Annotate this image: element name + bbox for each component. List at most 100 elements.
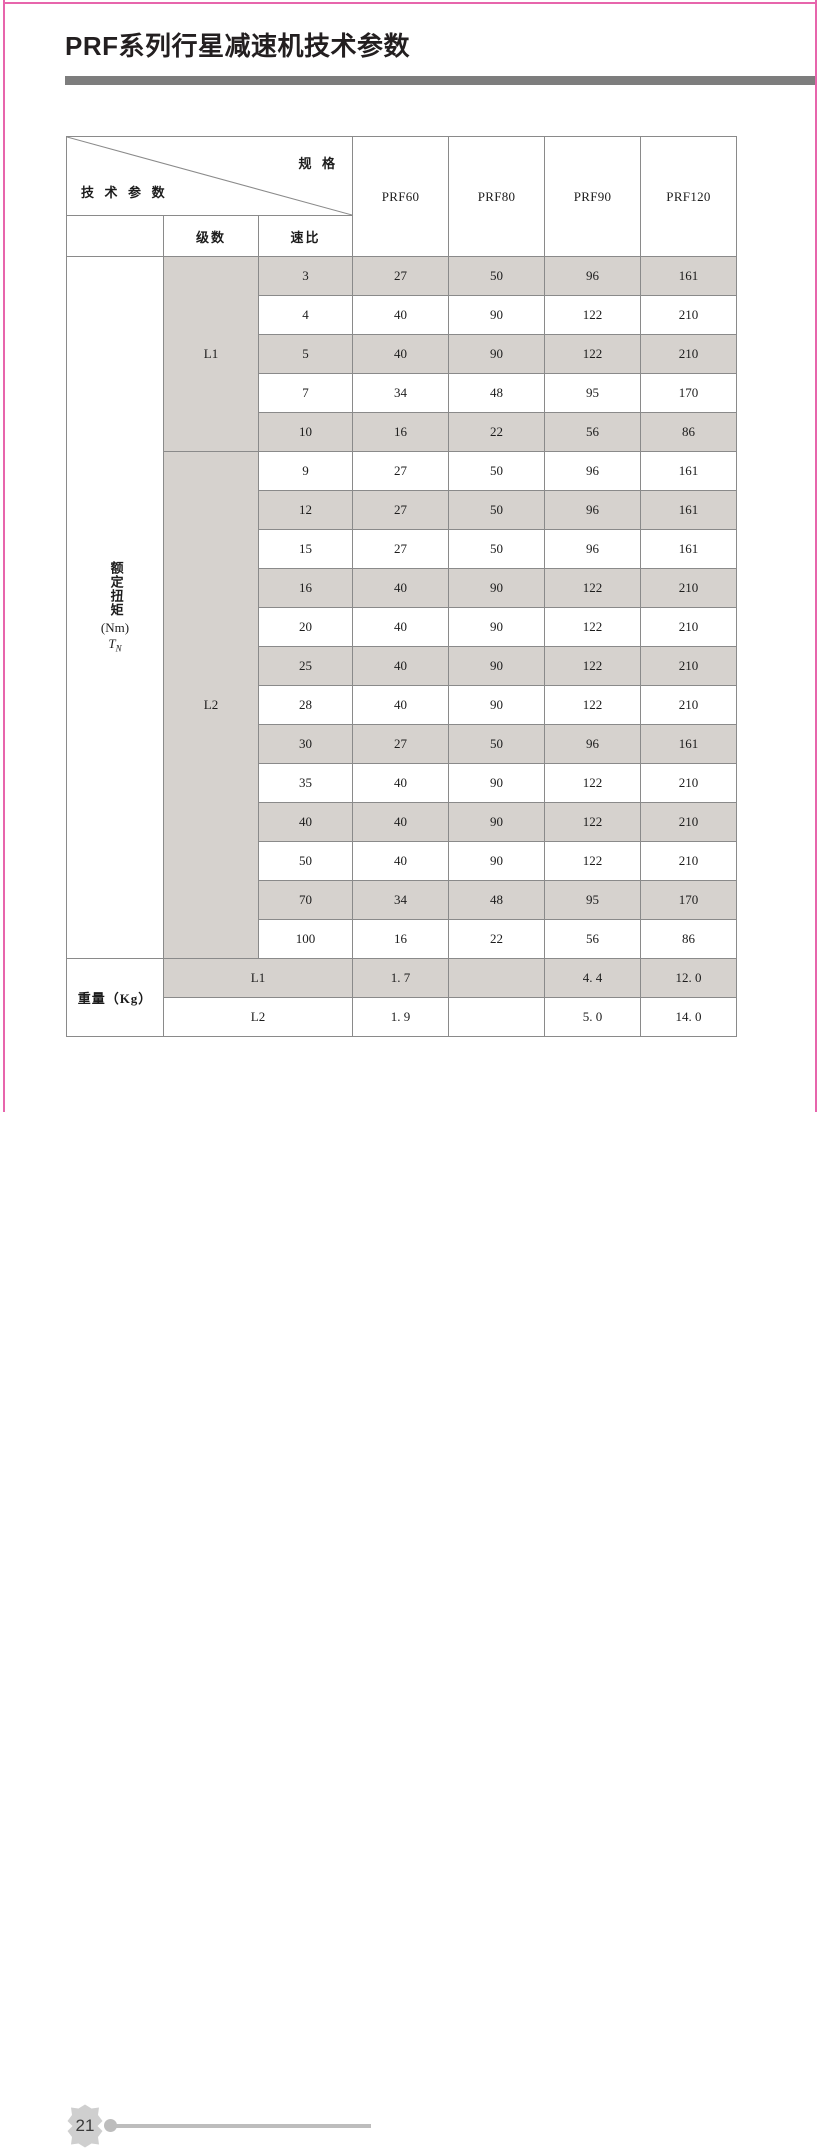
ratio-cell: 40 (257, 802, 354, 842)
torque-value-cell: 56 (544, 919, 642, 959)
table-subheader-row: 级数 速比 (66, 215, 737, 257)
torque-value-cell: 161 (640, 490, 738, 530)
torque-value-cell: 16 (352, 412, 450, 452)
rated-torque-symbol: TN (108, 636, 122, 654)
torque-value-cell: 210 (640, 841, 738, 881)
torque-value-cell: 161 (640, 724, 738, 764)
table-row: 35 40 90 122 210 (67, 763, 738, 803)
torque-value-cell: 50 (448, 529, 546, 569)
page-border-right (815, 0, 817, 1112)
torque-value-cell: 210 (640, 763, 738, 803)
torque-value-cell: 122 (544, 841, 642, 881)
weight-value-cell (448, 997, 546, 1037)
ratio-cell: 5 (257, 334, 354, 374)
torque-value-cell: 210 (640, 685, 738, 725)
torque-value-cell: 40 (352, 841, 450, 881)
torque-value-cell: 122 (544, 763, 642, 803)
table-row: 额定扭矩 (Nm) TN L1 3 27 50 96 161 (66, 256, 738, 959)
torque-value-cell: 90 (448, 607, 546, 647)
ratio-cell: 10 (257, 412, 354, 452)
torque-value-cell: 27 (352, 724, 450, 764)
torque-value-cell: 48 (448, 373, 546, 413)
weight-stage-cell: L2 (162, 997, 354, 1037)
ratio-cell: 50 (257, 841, 354, 881)
weight-value-cell: 5. 0 (544, 997, 642, 1037)
model-column-header: PRF80 (448, 136, 546, 257)
torque-value-cell: 210 (640, 334, 738, 374)
torque-value-cell: 22 (448, 412, 546, 452)
torque-value-cell: 96 (544, 256, 642, 296)
torque-value-cell: 122 (544, 685, 642, 725)
weight-value-cell: 1. 7 (352, 958, 450, 998)
footer-rule (114, 2124, 371, 2128)
torque-value-cell: 86 (640, 919, 738, 959)
torque-value-cell: 90 (448, 841, 546, 881)
torque-value-cell: 210 (640, 295, 738, 335)
model-column-header: PRF60 (352, 136, 450, 257)
torque-value-cell: 50 (448, 490, 546, 530)
stage-group-cell: L2 (163, 451, 259, 959)
table-row: 30 27 50 96 161 (67, 724, 738, 764)
torque-value-cell: 210 (640, 568, 738, 608)
table-row: 50 40 90 122 210 (67, 841, 738, 881)
weight-row: 重量（Kg） L1 1. 7 4. 4 12. 0 (66, 958, 738, 1037)
page-footer: 21 (0, 1048, 820, 2148)
torque-value-cell: 40 (352, 295, 450, 335)
torque-value-cell: 22 (448, 919, 546, 959)
torque-value-cell: 210 (640, 802, 738, 842)
torque-value-cell: 122 (544, 646, 642, 686)
ratio-cell: 20 (257, 607, 354, 647)
ratio-cell: 30 (257, 724, 354, 764)
table-row: 16 40 90 122 210 (67, 568, 738, 608)
stage-group-cell: L1 (163, 256, 259, 452)
torque-value-cell: 122 (544, 802, 642, 842)
torque-value-cell: 122 (544, 295, 642, 335)
page-number-badge: 21 (62, 2103, 108, 2149)
torque-value-cell: 96 (544, 529, 642, 569)
subheader-blank-cell (66, 215, 164, 257)
ratio-cell: 3 (257, 256, 354, 296)
ratio-cell: 25 (257, 646, 354, 686)
torque-value-cell: 34 (352, 373, 450, 413)
rated-torque-label: 额定扭矩 (Nm) TN (66, 256, 164, 959)
table-row: 70 34 48 95 170 (67, 880, 738, 920)
ratio-cell: 70 (257, 880, 354, 920)
weight-value-cell: 12. 0 (640, 958, 738, 998)
table-header-row: 规 格技 术 参 数 PRF60 PRF80 PRF90 PRF120 (65, 136, 738, 257)
page-title: PRF系列行星减速机技术参数 (65, 31, 411, 61)
title-divider-rule (65, 76, 815, 85)
ratio-cell: 4 (257, 295, 354, 335)
torque-value-cell: 90 (448, 685, 546, 725)
torque-value-cell: 86 (640, 412, 738, 452)
ratio-cell: 15 (257, 529, 354, 569)
diagonal-divider-line (67, 137, 352, 215)
parameter-axis-label: 技 术 参 数 (81, 186, 168, 201)
table-row: L2 9 27 50 96 161 (67, 451, 738, 959)
torque-value-cell: 122 (544, 568, 642, 608)
technical-parameters-table: 规 格技 术 参 数 PRF60 PRF80 PRF90 PRF120 级数 速比 额定扭矩(… (65, 136, 738, 1037)
table-row: 40 40 90 122 210 (67, 802, 738, 842)
torque-value-cell: 56 (544, 412, 642, 452)
model-column-header: PRF90 (544, 136, 642, 257)
torque-value-cell: 40 (352, 568, 450, 608)
torque-value-cell: 40 (352, 607, 450, 647)
weight-value-cell: 1. 9 (352, 997, 450, 1037)
torque-value-cell: 210 (640, 646, 738, 686)
torque-value-cell: 40 (352, 334, 450, 374)
table-row: 25 40 90 122 210 (67, 646, 738, 686)
ratio-cell: 35 (257, 763, 354, 803)
torque-value-cell: 90 (448, 568, 546, 608)
rated-torque-text: 额定扭矩 (107, 560, 123, 617)
ratio-cell: 12 (257, 490, 354, 530)
page-number: 21 (75, 2116, 95, 2135)
torque-value-cell: 50 (448, 451, 546, 491)
header-corner-cell: 规 格技 术 参 数 (65, 136, 354, 216)
torque-value-cell: 90 (448, 334, 546, 374)
torque-value-cell: 95 (544, 373, 642, 413)
torque-value-cell: 161 (640, 529, 738, 569)
torque-value-cell: 48 (448, 880, 546, 920)
torque-value-cell: 161 (640, 256, 738, 296)
ratio-cell: 100 (257, 919, 354, 959)
model-column-header: PRF120 (640, 136, 738, 257)
torque-value-cell: 161 (640, 451, 738, 491)
